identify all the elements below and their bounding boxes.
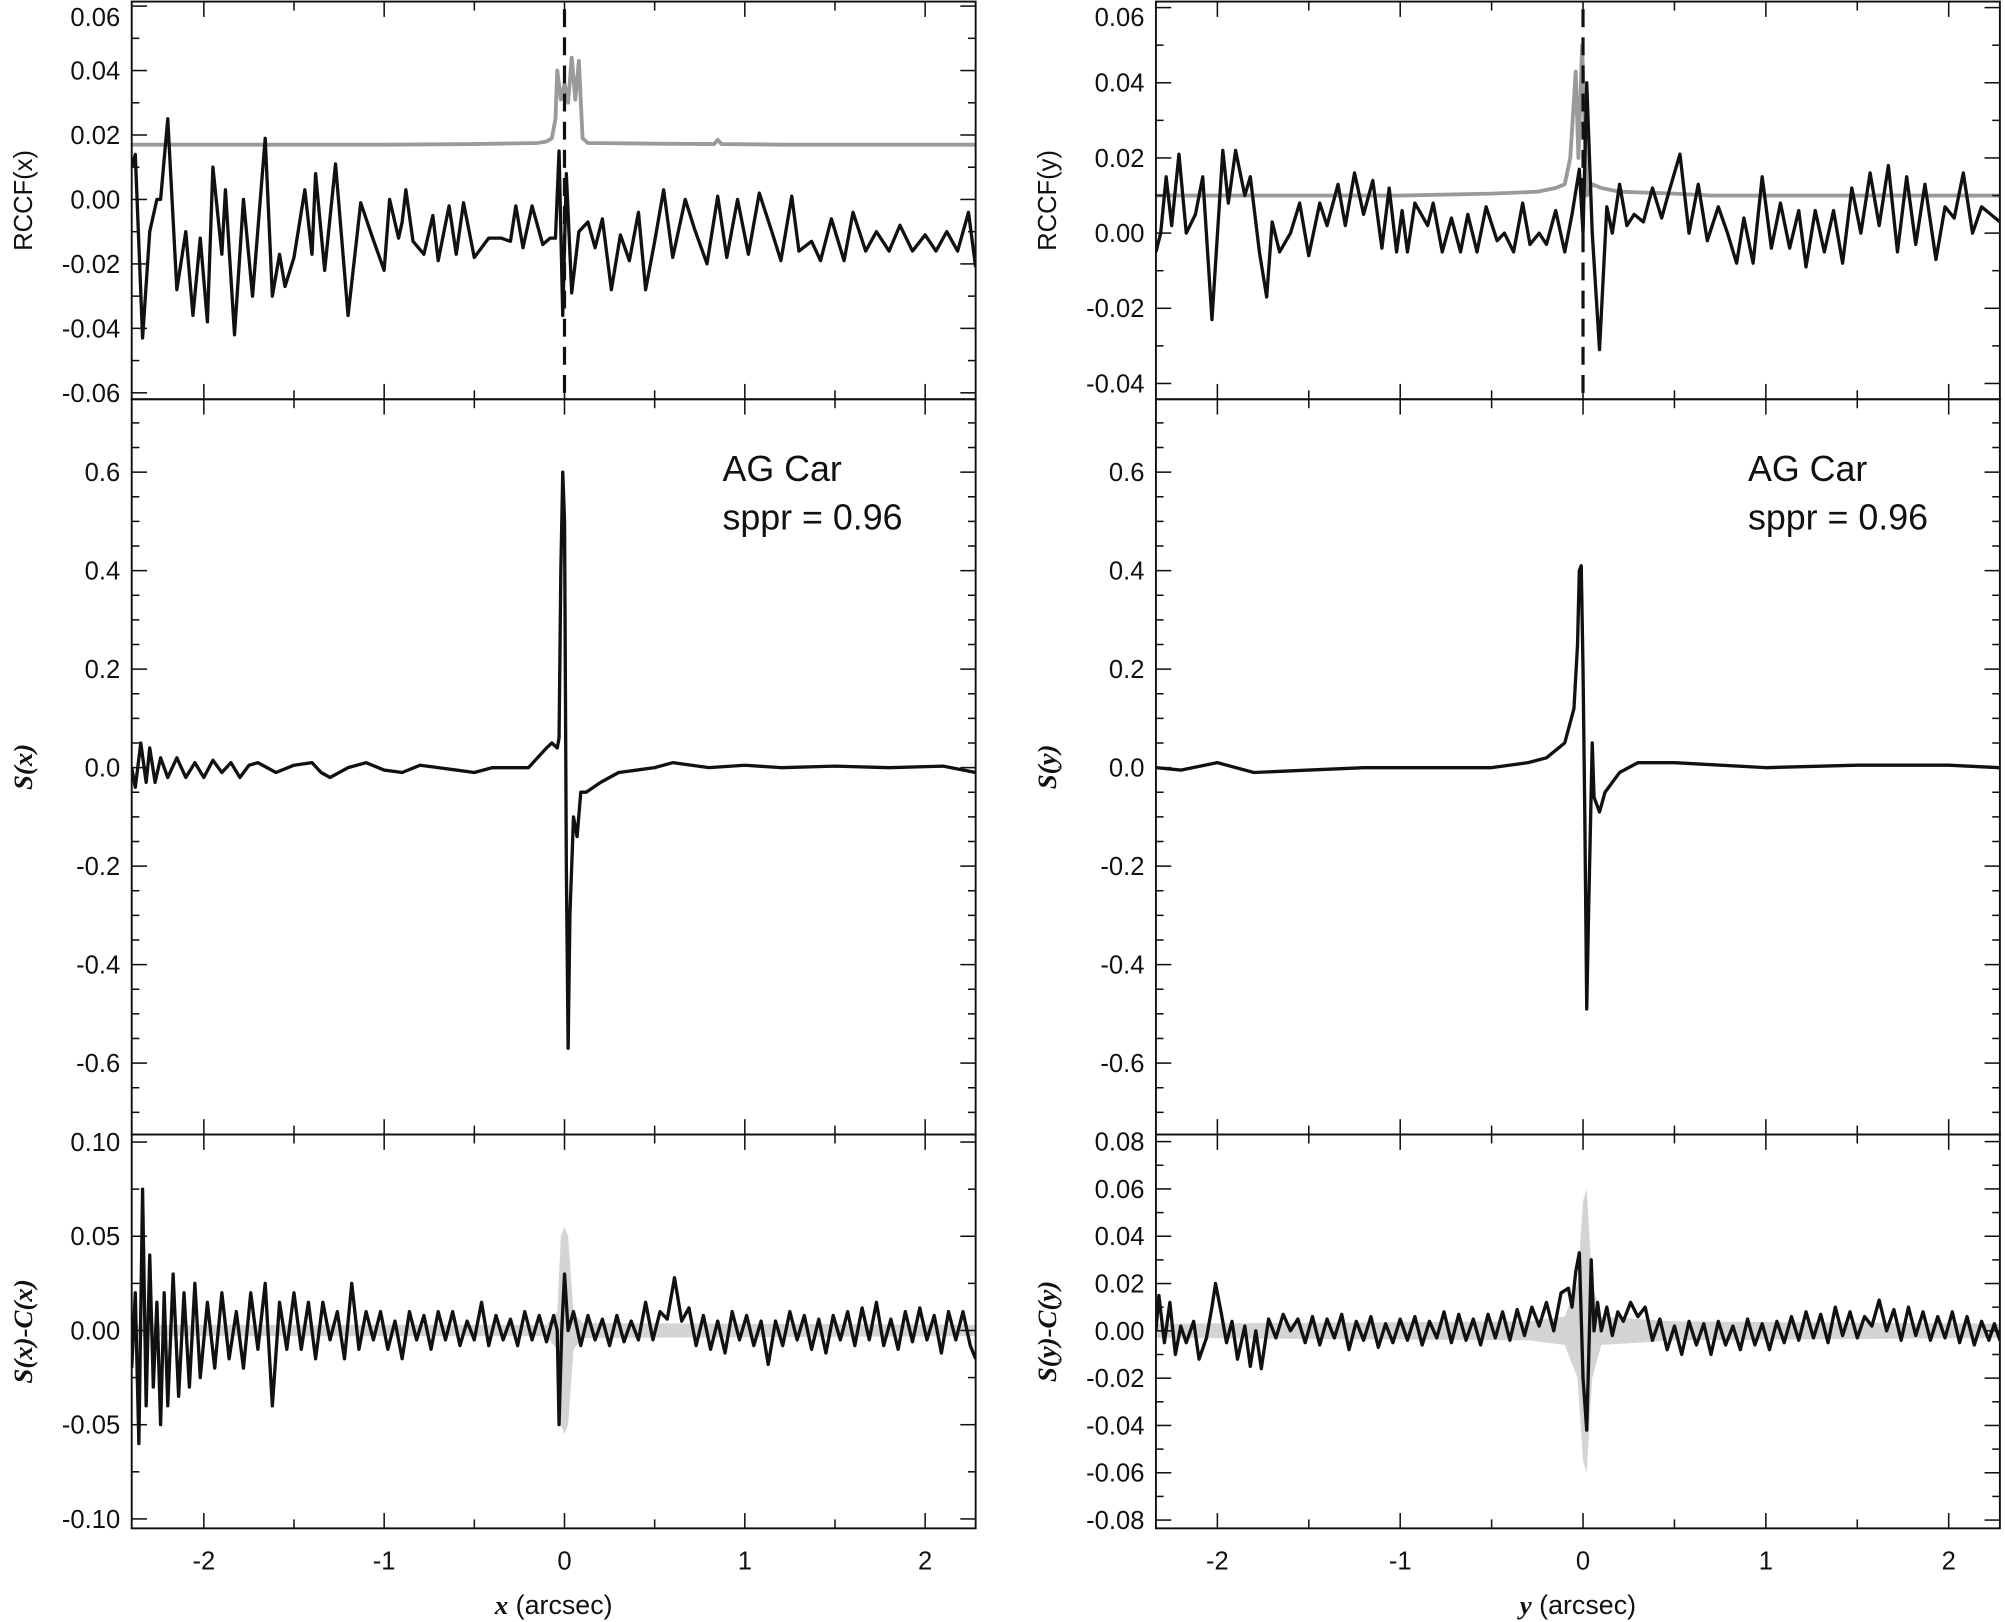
series-line-0 <box>1155 43 2000 198</box>
y-tick-label: 0.0 <box>1109 755 1145 783</box>
panel-frame <box>130 0 977 401</box>
y-tick-label: -0.02 <box>1086 295 1144 323</box>
y-tick-label: -0.02 <box>62 251 120 279</box>
x-axis-label-variable: y <box>1517 1590 1532 1620</box>
y-axis-label: RCCF(y) <box>1034 150 1062 251</box>
panel-resid_x: -0.10 -0.05 0.00 0.05 0.10 S(x)-C(x) -2 -1 0 1 2 x … <box>8 1129 977 1620</box>
panel-frame <box>130 1133 977 1530</box>
y-axis-label: S(x) <box>8 744 38 790</box>
y-axis-label: S(y)-C(y) <box>1032 1281 1062 1382</box>
panel-rccf_y: -0.04 -0.02 0.00 0.02 0.04 0.06 RCCF(y) <box>1034 0 2001 401</box>
y-tick-label: 0.05 <box>70 1223 120 1251</box>
y-tick-label: 0.00 <box>1095 220 1145 248</box>
x-tick-label: -1 <box>1389 1547 1412 1575</box>
y-tick-label: -0.10 <box>62 1506 120 1534</box>
x-tick-label: -1 <box>373 1547 396 1575</box>
y-tick-label: -0.06 <box>1086 1460 1144 1488</box>
x-axis-label: x (arcsec) <box>494 1590 613 1620</box>
plot-area <box>1155 1188 2000 1473</box>
y-tick-label: 0.02 <box>1095 1270 1145 1298</box>
y-tick-label: -0.04 <box>1086 370 1144 398</box>
y-tick-label: -0.2 <box>76 853 120 881</box>
y-tick-label: 0.04 <box>1095 70 1145 98</box>
y-tick-label: -0.4 <box>1100 952 1144 980</box>
annotation-text: AG Car <box>722 449 841 489</box>
x-tick-label: 2 <box>1942 1547 1956 1575</box>
series-line-0 <box>1155 564 2000 1011</box>
uncertainty-band <box>131 1226 976 1435</box>
panel-s_y: -0.6 -0.4 -0.2 0.0 0.2 0.4 0.6 S(y) AG Car sppr =… <box>1032 398 2001 1136</box>
y-tick-label: 0.04 <box>70 57 120 85</box>
y-tick-label: 0.04 <box>1095 1223 1145 1251</box>
x-axis-label: y (arcsec) <box>1517 1590 1636 1620</box>
series-line-0 <box>1155 1251 2000 1432</box>
y-tick-label: 0.4 <box>1109 558 1145 586</box>
series-line-1 <box>131 117 976 340</box>
plot-area <box>131 1187 976 1446</box>
x-tick-label: -2 <box>192 1547 215 1575</box>
y-tick-label: 0.06 <box>1095 1176 1145 1204</box>
y-tick-label: 0.06 <box>1095 4 1145 32</box>
uncertainty-band <box>1155 1188 2000 1473</box>
y-tick-label: 0.6 <box>85 459 121 487</box>
y-tick-label: 0.00 <box>70 186 120 214</box>
y-tick-label: -0.6 <box>1100 1050 1144 1078</box>
annotation-text: sppr = 0.96 <box>1748 498 1928 538</box>
plot-area <box>131 9 976 400</box>
y-tick-label: -0.04 <box>1086 1412 1144 1440</box>
plot-area <box>131 470 976 1050</box>
y-axis-label: RCCF(x) <box>10 150 38 251</box>
y-tick-label: 0.08 <box>1095 1129 1145 1157</box>
y-axis-label: S(y) <box>1032 745 1062 790</box>
y-axis-label: S(x)-C(x) <box>8 1279 38 1383</box>
x-axis-label-space <box>508 1590 515 1620</box>
y-tick-label: -0.08 <box>1086 1507 1144 1535</box>
y-tick-label: 0.06 <box>70 4 120 32</box>
series-line-0 <box>131 55 976 147</box>
x-tick-label: 1 <box>738 1547 752 1575</box>
y-tick-label: 0.02 <box>1095 145 1145 173</box>
panel-s_x: -0.6 -0.4 -0.2 0.0 0.2 0.4 0.6 S(x) AG Car sppr =… <box>8 398 977 1136</box>
y-tick-label: -0.02 <box>1086 1365 1144 1393</box>
y-tick-label: 0.10 <box>70 1129 120 1157</box>
panel-resid_y: -0.08 -0.06 -0.04 -0.02 0.00 0.02 0.04 0.06 0.08… <box>1032 1129 2001 1620</box>
annotation-text: sppr = 0.96 <box>722 498 902 538</box>
series-line-1 <box>1155 81 2000 352</box>
annotation-text: AG Car <box>1748 449 1867 489</box>
y-tick-label: 0.2 <box>1109 656 1145 684</box>
x-tick-label: -2 <box>1206 1547 1229 1575</box>
series-line-0 <box>131 470 976 1050</box>
y-tick-label: -0.4 <box>76 952 120 980</box>
y-tick-label: -0.2 <box>1100 853 1144 881</box>
x-axis-label-variable: x <box>494 1590 508 1620</box>
y-tick-label: -0.04 <box>62 315 120 343</box>
series-line-0 <box>131 1187 976 1446</box>
y-tick-label: -0.05 <box>62 1412 120 1440</box>
x-tick-label: 2 <box>918 1547 932 1575</box>
x-tick-label: 0 <box>1576 1547 1590 1575</box>
x-axis-label-unit: (arcsec) <box>1539 1590 1636 1620</box>
y-tick-label: -0.06 <box>62 380 120 408</box>
y-tick-label: 0.6 <box>1109 459 1145 487</box>
plot-area <box>1155 564 2000 1011</box>
y-tick-label: 0.4 <box>85 558 121 586</box>
panel-rccf_x: -0.06 -0.04 -0.02 0.00 0.02 0.04 0.06 RCCF(x) <box>10 0 977 408</box>
x-axis-label-space <box>1532 1590 1539 1620</box>
y-tick-label: 0.00 <box>70 1317 120 1345</box>
x-tick-label: 1 <box>1759 1547 1773 1575</box>
x-axis-label-unit: (arcsec) <box>516 1590 613 1620</box>
y-tick-label: -0.6 <box>76 1050 120 1078</box>
x-tick-label: 0 <box>557 1547 571 1575</box>
y-tick-label: 0.02 <box>70 122 120 150</box>
y-tick-label: 0.2 <box>85 656 121 684</box>
y-tick-label: 0.0 <box>85 755 121 783</box>
y-tick-label: 0.00 <box>1095 1318 1145 1346</box>
plot-area <box>1155 9 2000 400</box>
